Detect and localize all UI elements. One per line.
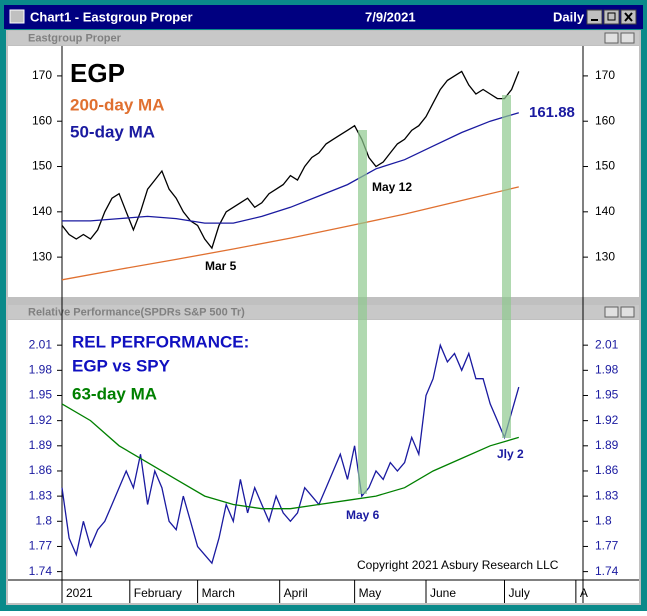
- legend-label: 200-day MA: [70, 95, 164, 114]
- y-tick-label: 150: [32, 159, 52, 173]
- panel-header: [8, 31, 639, 45]
- y-tick-label: 170: [32, 68, 52, 82]
- panel-title: Relative Performance(SPDRs S&P 500 Tr): [28, 306, 245, 318]
- panel-button[interactable]: [620, 306, 635, 318]
- y-tick-label: 1.92: [595, 413, 619, 427]
- y-tick-label: 1.89: [595, 438, 619, 452]
- y-tick-label: 1.77: [595, 539, 619, 553]
- y-tick-label: 130: [32, 249, 52, 263]
- window-period: Daily: [553, 9, 585, 24]
- panel-button[interactable]: [620, 32, 635, 44]
- y-tick-label: 1.95: [29, 388, 53, 402]
- y-tick-label: 1.77: [29, 539, 53, 553]
- y-tick-label: 160: [595, 113, 615, 127]
- maximize-button[interactable]: [603, 9, 620, 25]
- title-bar: [4, 5, 643, 29]
- y-tick-label: 160: [32, 113, 52, 127]
- annotation: EGP vs SPY: [72, 356, 171, 375]
- series-line: [61, 70, 520, 250]
- plot-layer: 130 130 140 140 150 150 160 160 170 170 1.74 1.74 1.…: [29, 68, 619, 603]
- series-line: [61, 343, 520, 565]
- y-tick-label: 1.8: [595, 513, 612, 527]
- series-line: [61, 403, 519, 510]
- y-tick-label: 1.8: [35, 513, 52, 527]
- highlight-band: [502, 95, 511, 438]
- price-panel: [8, 46, 639, 297]
- annotation: REL PERFORMANCE:: [72, 332, 249, 351]
- end-value-label: 161.88: [529, 104, 575, 121]
- y-tick-label: 1.83: [29, 488, 53, 502]
- x-tick-label: June: [430, 586, 456, 600]
- annotation: Mar 5: [205, 259, 237, 273]
- copyright: Copyright 2021 Asbury Research LLC: [357, 558, 559, 572]
- minimize-button[interactable]: [586, 9, 603, 25]
- series-line: [62, 112, 519, 224]
- window-buttons: [586, 9, 637, 25]
- y-tick-label: 2.01: [595, 337, 619, 351]
- panel-button[interactable]: [604, 32, 619, 44]
- y-tick-label: 1.83: [595, 488, 619, 502]
- highlight-band: [358, 130, 367, 494]
- y-tick-label: 1.98: [595, 362, 619, 376]
- y-tick-label: 130: [595, 249, 615, 263]
- y-tick-label: 140: [32, 204, 52, 218]
- x-tick-label: February: [134, 586, 182, 600]
- y-tick-label: 1.74: [29, 564, 53, 578]
- series-line: [61, 186, 519, 281]
- panel-title: Eastgroup Proper: [28, 32, 122, 44]
- legend-label: 50-day MA: [70, 122, 155, 141]
- annotation: May 6: [346, 508, 380, 522]
- window-icon: [9, 9, 25, 24]
- y-tick-label: 2.01: [29, 337, 53, 351]
- close-glyph: [624, 12, 633, 22]
- y-tick-label: 170: [595, 68, 615, 82]
- y-tick-label: 140: [595, 204, 615, 218]
- y-tick-label: 150: [595, 159, 615, 173]
- panel-header: [8, 305, 639, 319]
- y-tick-label: 1.92: [29, 413, 53, 427]
- y-tick-label: 1.95: [595, 388, 619, 402]
- y-tick-label: 1.98: [29, 362, 53, 376]
- x-tick-label: April: [284, 586, 308, 600]
- x-tick-label: 2021: [66, 586, 93, 600]
- panel-button[interactable]: [604, 306, 619, 318]
- x-tick-label: March: [202, 586, 235, 600]
- window-title: Chart1 - Eastgroup Proper: [30, 9, 193, 24]
- x-tick-label: A: [580, 586, 588, 600]
- y-tick-label: 1.89: [29, 438, 53, 452]
- maximize-glyph: [607, 12, 616, 21]
- x-tick-label: July: [508, 586, 529, 600]
- x-tick-label: May: [359, 586, 382, 600]
- y-tick-label: 1.74: [595, 564, 619, 578]
- annotation: Jly 2: [497, 447, 524, 461]
- legend-label: EGP: [70, 58, 125, 88]
- relative-panel: [8, 320, 639, 603]
- annotation: May 12: [372, 180, 412, 194]
- legend-label: 63-day MA: [72, 384, 157, 403]
- y-tick-label: 1.86: [595, 463, 619, 477]
- y-tick-label: 1.86: [29, 463, 53, 477]
- window-date: 7/9/2021: [365, 9, 416, 24]
